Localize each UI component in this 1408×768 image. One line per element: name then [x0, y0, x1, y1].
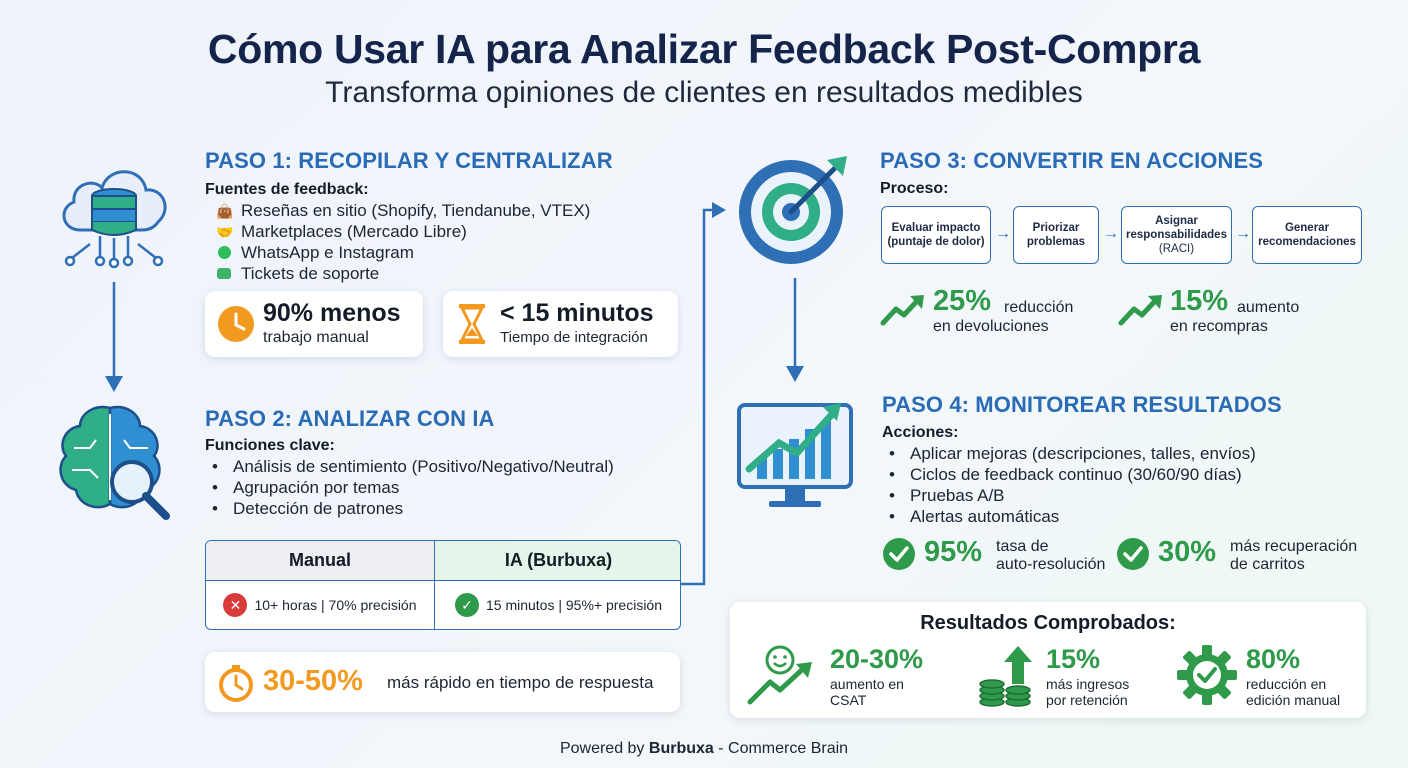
clock-icon	[218, 306, 254, 342]
result-csat-line1: aumento en	[830, 676, 904, 692]
step4-title: PASO 4: MONITOREAR RESULTADOS	[882, 392, 1282, 417]
metric-returns-line2: en devoluciones	[933, 318, 1049, 335]
results-title: Resultados Comprobados:	[920, 612, 1176, 634]
list-item: WhatsApp e Instagram	[216, 242, 590, 263]
whatsapp-icon	[216, 243, 232, 264]
speed-label: más rápido en tiempo de respuesta	[387, 673, 654, 692]
list-item: 👜 Reseñas en sitio (Shopify, Tiendanube, …	[216, 201, 591, 220]
metric-autoresolution-line1: tasa de	[996, 538, 1049, 555]
target-icon	[739, 156, 847, 264]
metric-repurchase-value: 15%	[1170, 285, 1229, 317]
stat-manual-value: 90% menos	[263, 299, 401, 327]
step2-functions-list: Análisis de sentimiento (Positivo/Negati…	[205, 456, 614, 519]
list-item: Pruebas A/B	[882, 485, 1256, 506]
down-arrow-icon	[786, 278, 804, 382]
step3-process-label: Proceso:	[880, 180, 949, 197]
stat-manual-label: trabajo manual	[263, 329, 369, 346]
hourglass-icon	[459, 304, 485, 344]
check-icon: ✓	[454, 593, 479, 617]
stopwatch-icon	[219, 665, 253, 702]
page-title: Cómo Usar IA para Analizar Feedback Post…	[207, 26, 1201, 72]
ai-brain-search-icon	[59, 405, 170, 520]
step1-title: PASO 1: RECOPILAR Y CENTRALIZAR	[205, 148, 613, 173]
cloud-database-icon	[62, 170, 167, 269]
metric-returns-value: 25%	[933, 285, 992, 317]
check-circle-icon	[883, 538, 915, 570]
comparison-table: Manual IA (Burbuxa) ✕ 10+ horas | 70% pr…	[205, 540, 681, 630]
list-item: 🤝 Marketplaces (Mercado Libre)	[216, 222, 467, 241]
step4-actions-label: Acciones:	[882, 424, 959, 441]
stat-integration-value: < 15 minutos	[500, 299, 654, 327]
down-arrow-icon	[105, 282, 123, 392]
arrow-right-icon: →	[1235, 225, 1251, 242]
comparison-cell-ai: ✓ 15 minutos | 95%+ precisión	[435, 581, 680, 629]
stat-integration-label: Tiempo de integración	[500, 329, 648, 346]
step4-actions-list: Aplicar mejoras (descripciones, talles, …	[882, 443, 1256, 527]
comparison-cell-manual: ✕ 10+ horas | 70% precisión	[206, 581, 435, 629]
arrow-right-icon: →	[1103, 225, 1119, 242]
stat-card-manual: 90% menos trabajo manual	[205, 291, 423, 357]
list-item: Alertas automáticas	[882, 506, 1256, 527]
result-manual-edit-value: 80%	[1246, 644, 1301, 674]
list-item: Análisis de sentimiento (Positivo/Negati…	[205, 456, 614, 477]
speed-card: 30-50% más rápido en tiempo de respuesta	[205, 652, 680, 712]
metric-cart-recovery-value: 30%	[1158, 536, 1217, 568]
result-revenue-line1: más ingresos	[1046, 676, 1130, 692]
process-step-assign: Asignar responsabilidades (RACI)	[1121, 206, 1232, 264]
metric-returns-line1: reducción	[1004, 299, 1074, 316]
comparison-header-manual: Manual	[206, 541, 435, 581]
page-subtitle: Transforma opiniones de clientes en resu…	[325, 76, 1083, 109]
list-item: Ciclos de feedback continuo (30/60/90 dí…	[882, 464, 1256, 485]
metric-autoresolution-line2: auto-resolución	[996, 556, 1106, 573]
shopping-bag-icon: 👜	[216, 203, 234, 219]
coins-up-icon	[979, 646, 1032, 707]
chat-bubble-icon	[216, 264, 232, 285]
metric-autoresolution-value: 95%	[924, 536, 983, 568]
metric-cart-recovery-line1: más recuperación	[1230, 538, 1358, 555]
result-manual-edit-line2: edición manual	[1246, 692, 1341, 708]
monitor-growth-icon	[737, 403, 853, 507]
process-step-prioritize: Priorizar problemas	[1013, 206, 1099, 264]
list-item: Agrupación por temas	[205, 477, 614, 498]
step2-functions-label: Funciones clave:	[205, 437, 335, 454]
footer: Powered by Burbuxa - Commerce Brain	[559, 740, 849, 757]
metric-repurchase-line1: aumento	[1237, 299, 1300, 316]
step1-sources-label: Fuentes de feedback:	[205, 181, 369, 198]
result-manual-edit-line1: reducción en	[1246, 676, 1327, 692]
result-csat-value: 20-30%	[830, 644, 924, 674]
comparison-header-ai: IA (Burbuxa)	[435, 541, 680, 581]
error-x-icon: ✕	[223, 593, 248, 617]
result-revenue-line2: por retención	[1046, 692, 1128, 708]
arrow-right-icon: →	[995, 225, 1011, 242]
stat-card-integration: < 15 minutos Tiempo de integración	[443, 291, 678, 357]
trend-up-icon	[880, 295, 924, 326]
trend-up-icon	[1118, 295, 1162, 326]
list-item: Detección de patrones	[205, 498, 614, 519]
handshake-icon: 🤝	[216, 224, 234, 240]
gear-check-icon	[1177, 645, 1237, 705]
list-item: Tickets de soporte	[216, 263, 590, 284]
smile-growth-icon	[747, 645, 812, 705]
step2-title: PASO 2: ANALIZAR CON IA	[205, 406, 495, 431]
metric-cart-recovery-line2: de carritos	[1230, 556, 1305, 573]
result-revenue-value: 15%	[1046, 644, 1101, 674]
process-step-evaluate: Evaluar impacto (puntaje de dolor)	[881, 206, 991, 264]
results-card: Resultados Comprobados: 20-30% aumento e…	[730, 602, 1366, 718]
step1-sources-list: 👜 Reseñas en sitio (Shopify, Tiendanube, …	[216, 200, 590, 284]
step3-title: PASO 3: CONVERTIR EN ACCIONES	[880, 148, 1264, 173]
result-csat-line2: CSAT	[830, 692, 867, 708]
check-circle-icon	[1117, 538, 1149, 570]
process-step-generate: Generar recomendaciones	[1252, 206, 1362, 264]
metric-repurchase-line2: en recompras	[1170, 318, 1268, 335]
speed-value: 30-50%	[263, 665, 363, 697]
list-item: Aplicar mejoras (descripciones, talles, …	[882, 443, 1256, 464]
connector-arrow-icon	[680, 202, 726, 586]
footer-brand: Burbuxa	[648, 740, 714, 757]
